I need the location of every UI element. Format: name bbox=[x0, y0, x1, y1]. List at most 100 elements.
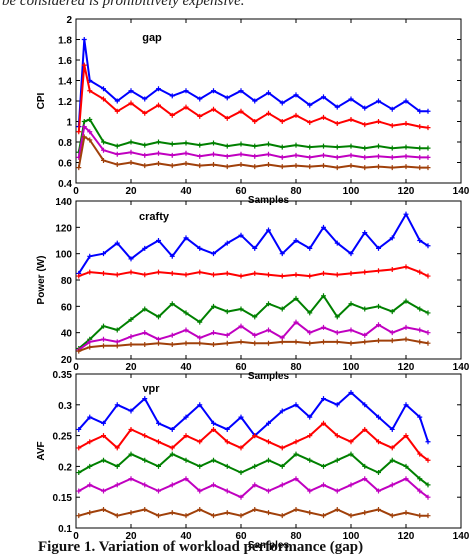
data-point bbox=[321, 396, 326, 402]
data-point bbox=[197, 96, 203, 102]
data-point bbox=[321, 482, 326, 488]
data-point bbox=[362, 463, 368, 469]
data-point bbox=[362, 165, 368, 171]
data-point bbox=[307, 120, 313, 126]
data-point bbox=[114, 513, 120, 519]
data-point bbox=[362, 145, 368, 151]
data-point bbox=[389, 426, 395, 432]
data-point bbox=[425, 330, 431, 336]
data-point bbox=[252, 119, 258, 124]
y-tick-label: 0.3 bbox=[58, 401, 72, 412]
x-tick-label: 60 bbox=[235, 362, 247, 373]
data-point bbox=[252, 340, 258, 346]
data-point bbox=[101, 86, 106, 92]
series-line-2 bbox=[77, 64, 429, 132]
data-point bbox=[114, 343, 120, 349]
data-point bbox=[279, 445, 285, 451]
data-point bbox=[238, 273, 244, 279]
data-point bbox=[224, 270, 230, 276]
data-point bbox=[128, 317, 134, 322]
data-point bbox=[76, 129, 82, 135]
data-point bbox=[417, 124, 423, 130]
y-tick-label: 40 bbox=[61, 329, 73, 340]
data-point bbox=[348, 270, 354, 276]
data-point bbox=[76, 348, 82, 354]
data-point bbox=[87, 137, 93, 143]
x-tick-label: 120 bbox=[398, 362, 415, 373]
data-point bbox=[76, 445, 82, 451]
data-point bbox=[389, 235, 395, 241]
series-line-4 bbox=[77, 125, 428, 159]
data-point bbox=[142, 163, 148, 169]
x-tick-label: 0 bbox=[73, 531, 79, 542]
data-point bbox=[128, 160, 134, 165]
x-tick-label: 80 bbox=[290, 362, 302, 373]
data-point bbox=[334, 507, 340, 513]
data-point bbox=[156, 269, 161, 275]
data-point bbox=[156, 86, 161, 92]
x-axis-label: Samples bbox=[248, 540, 290, 551]
data-point bbox=[81, 134, 87, 140]
data-point bbox=[425, 154, 431, 160]
data-point bbox=[142, 272, 148, 278]
data-point bbox=[279, 251, 285, 257]
data-point bbox=[321, 224, 326, 230]
data-point bbox=[389, 482, 395, 488]
data-point bbox=[183, 476, 189, 482]
x-tick-label: 140 bbox=[453, 531, 470, 542]
y-axis-label: Power (W) bbox=[36, 256, 47, 305]
data-point bbox=[76, 488, 82, 494]
data-point bbox=[156, 238, 161, 243]
data-point bbox=[224, 95, 230, 101]
data-point bbox=[293, 319, 299, 325]
data-point bbox=[211, 513, 216, 519]
data-point bbox=[238, 162, 244, 168]
data-point bbox=[334, 402, 340, 408]
data-point bbox=[417, 339, 423, 345]
data-point bbox=[142, 433, 148, 439]
data-point bbox=[425, 494, 431, 500]
data-point bbox=[307, 154, 313, 160]
data-point bbox=[252, 153, 258, 159]
data-point bbox=[266, 162, 271, 168]
data-point bbox=[169, 445, 175, 451]
series-line-1 bbox=[77, 38, 428, 127]
data-point bbox=[403, 264, 409, 270]
x-tick-label: 80 bbox=[290, 186, 302, 197]
data-point bbox=[101, 147, 106, 153]
y-tick-label: 1.2 bbox=[58, 97, 72, 108]
data-point bbox=[266, 272, 271, 278]
data-point bbox=[128, 256, 134, 262]
data-point bbox=[81, 37, 87, 42]
data-point bbox=[238, 88, 244, 94]
data-point bbox=[293, 439, 299, 445]
data-point bbox=[279, 339, 285, 345]
series-line-5 bbox=[77, 135, 428, 169]
data-point bbox=[197, 319, 203, 325]
data-point bbox=[376, 303, 381, 309]
data-point bbox=[389, 338, 395, 344]
data-point bbox=[183, 310, 189, 316]
data-point bbox=[425, 108, 431, 114]
data-point bbox=[156, 463, 161, 469]
data-point bbox=[293, 142, 299, 148]
data-point bbox=[224, 340, 230, 346]
data-point bbox=[293, 476, 299, 482]
data-point bbox=[417, 451, 423, 457]
y-tick-label: 1.8 bbox=[58, 36, 72, 47]
y-tick-label: 0.25 bbox=[53, 432, 73, 443]
chart-title: vpr bbox=[142, 383, 160, 395]
data-point bbox=[321, 324, 326, 330]
data-point bbox=[348, 482, 354, 488]
chart-panel-vpr: 0 20 40 60 80 100 120 140 0.1 0.15 0.2 0.25 0.3 0.35 S… bbox=[36, 370, 470, 551]
x-tick-label: 120 bbox=[398, 186, 415, 197]
data-point bbox=[293, 451, 299, 457]
x-tick-label: 20 bbox=[125, 362, 137, 373]
data-point bbox=[376, 268, 381, 274]
data-point bbox=[156, 150, 161, 156]
data-point bbox=[87, 414, 93, 420]
data-point bbox=[197, 153, 203, 159]
data-point bbox=[142, 482, 148, 488]
data-point bbox=[87, 253, 93, 259]
data-point bbox=[156, 488, 161, 494]
